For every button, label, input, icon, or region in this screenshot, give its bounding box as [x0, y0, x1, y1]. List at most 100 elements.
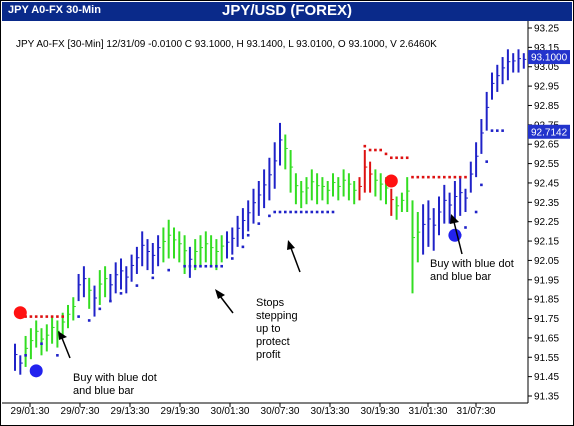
stop-dot-blue	[315, 210, 319, 214]
stop-dot-red	[61, 315, 64, 318]
stop-dot-red	[56, 315, 59, 318]
stop-dot-red	[405, 156, 409, 160]
y-tick-label: 92.25	[534, 217, 559, 228]
arrowhead-stops-1	[215, 289, 225, 299]
stop-dot-blue	[209, 264, 213, 268]
y-tick-label: 91.35	[534, 392, 559, 403]
stop-dot-blue	[193, 264, 197, 268]
annotation-buy-2-line-2: and blue bar	[430, 271, 491, 283]
stop-dot-red	[50, 315, 54, 318]
stop-dot-blue	[87, 319, 91, 322]
stop-dot-blue	[501, 129, 504, 132]
stop-dot-blue	[490, 129, 494, 132]
annotation-stops-line-3: up to	[256, 323, 280, 335]
stop-dot-blue	[109, 299, 112, 303]
y-tick-label: 92.95	[534, 82, 559, 93]
y-tick-label: 92.85	[534, 101, 559, 112]
stop-dot-red	[458, 175, 462, 179]
stop-dot-blue	[474, 210, 478, 214]
arrow-stops-1	[219, 295, 234, 314]
x-tick-label: 29/01:30	[11, 406, 50, 417]
stop-dot-blue	[188, 264, 192, 268]
stop-dot-blue	[204, 264, 208, 268]
x-tick-label: 31/07:30	[457, 406, 496, 417]
x-tick-label: 30/01:30	[211, 406, 250, 417]
stop-dot-blue	[496, 129, 499, 132]
x-tick-label: 30/07:30	[261, 406, 300, 417]
price-tag-box	[528, 124, 570, 139]
annotation-stops-line-2: stepping	[256, 310, 298, 322]
stop-dot-red	[443, 175, 446, 179]
stop-dot-red	[464, 175, 467, 179]
stop-dot-red	[427, 175, 430, 179]
stop-dot-blue	[77, 315, 80, 318]
y-tick-label: 92.45	[534, 178, 559, 189]
stop-dot-red	[363, 144, 367, 148]
stop-dot-blue	[278, 210, 282, 214]
stop-dot-red	[24, 315, 27, 318]
x-tick-label: 30/13:30	[311, 406, 350, 417]
stop-dot-blue	[167, 268, 170, 272]
y-tick-label: 92.65	[534, 140, 559, 151]
arrowhead-buy-1	[58, 331, 67, 340]
arrowhead-buy-2	[450, 214, 459, 224]
y-tick-label: 92.15	[534, 237, 559, 248]
stop-dot-red	[29, 315, 33, 318]
stop-dot-red	[395, 156, 398, 160]
stop-dot-red	[34, 315, 38, 318]
y-tick-label: 93.05	[534, 62, 559, 73]
price-tag-label: 92.7142	[531, 127, 568, 138]
y-tick-label: 93.15	[534, 43, 559, 54]
stop-dot-blue	[135, 284, 139, 287]
annotation-stops-line-4: protect	[256, 336, 290, 348]
stop-dot-blue	[321, 210, 324, 214]
stop-dot-red	[437, 175, 441, 179]
stop-dot-blue	[485, 160, 488, 163]
stop-dot-blue	[215, 264, 218, 268]
stop-dot-blue	[273, 210, 276, 214]
stop-dot-red	[368, 148, 372, 152]
stop-dot-red	[448, 175, 451, 179]
stop-dot-red	[416, 175, 420, 179]
info-line: JPY A0-FX [30-Min] 12/31/09 -0.0100 C 93…	[16, 39, 437, 50]
stop-dot-red	[379, 148, 382, 152]
stop-dot-blue	[299, 210, 303, 214]
stop-dot-blue	[289, 210, 292, 214]
stop-dot-blue	[183, 264, 186, 268]
stop-dot-blue	[246, 233, 250, 237]
annotation-buy-2-line-1: Buy with blue dot	[430, 258, 514, 270]
x-tick-label: 29/19:30	[161, 406, 200, 417]
stop-dot-red	[453, 175, 457, 179]
y-tick-label: 93.25	[534, 24, 559, 35]
stop-dot-blue	[119, 292, 123, 295]
arrow-buy-2	[453, 221, 463, 255]
y-tick-label: 92.05	[534, 256, 559, 267]
price-tags: 93.1000 92.7142	[528, 50, 570, 139]
y-tick-label: 91.65	[534, 333, 559, 344]
y-tick-label: 91.55	[534, 353, 559, 364]
signal-dot-red	[384, 174, 398, 188]
arrow-stops-2	[290, 247, 301, 273]
price-bars	[14, 49, 527, 375]
annotation-stops-line-5: profit	[256, 349, 280, 361]
stop-dot-red	[432, 175, 435, 179]
stop-dot-blue	[257, 222, 261, 225]
stop-dot-red	[411, 175, 414, 179]
signal-dot-blue	[29, 364, 43, 378]
y-tick-label: 91.45	[534, 372, 559, 383]
x-tick-label: 29/13:30	[111, 406, 150, 417]
stop-dot-blue	[268, 214, 271, 218]
stop-dot-blue	[310, 210, 314, 214]
stop-dot-red	[374, 148, 377, 152]
stop-dot-red	[45, 315, 49, 318]
stop-dot-blue	[326, 210, 329, 214]
y-tick-label: 91.75	[534, 314, 559, 325]
stop-dot-blue	[331, 210, 335, 214]
arrowhead-stops-2	[287, 240, 295, 250]
y-tick-label: 92.55	[534, 159, 559, 170]
annotation-buy-1-line-2: and blue bar	[73, 385, 134, 397]
stop-dot-red	[400, 156, 404, 160]
annotation-buy-1-line-1: Buy with blue dot	[73, 372, 157, 384]
annotation-stops-line-1: Stops	[256, 297, 285, 309]
